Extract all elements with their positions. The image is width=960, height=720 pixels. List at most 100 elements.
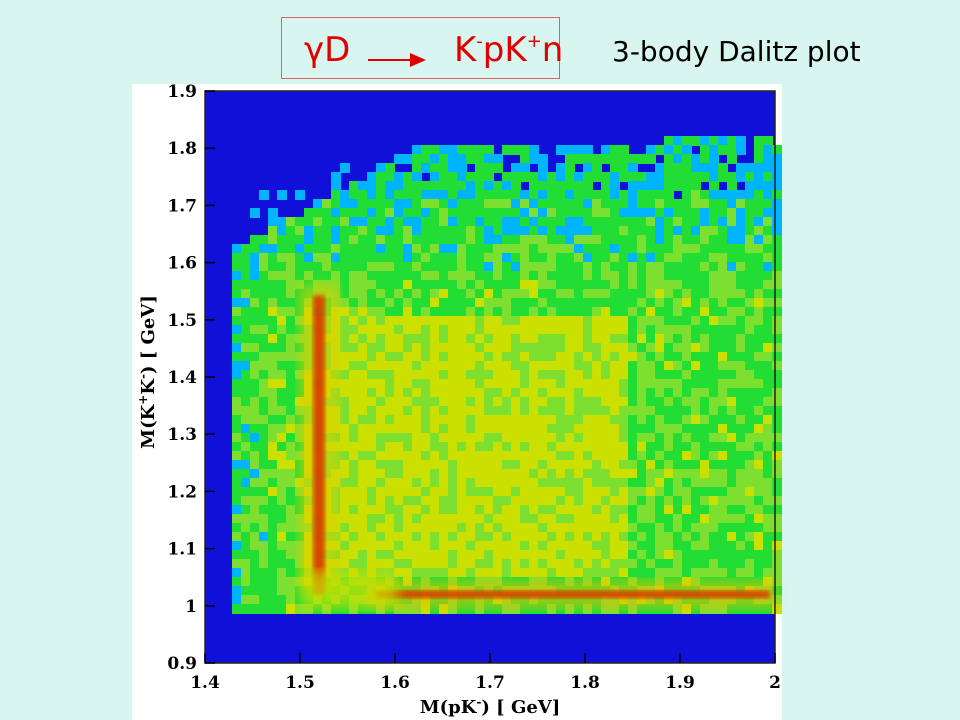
heatmap-cell — [466, 478, 476, 488]
heatmap-cell — [250, 469, 260, 479]
heatmap-cell — [448, 289, 458, 299]
heatmap-cell — [502, 352, 512, 362]
heatmap-cell — [709, 388, 719, 398]
heatmap-cell — [394, 244, 404, 254]
heatmap-cell — [700, 163, 710, 173]
heatmap-cell — [277, 532, 287, 542]
heatmap-cell — [556, 325, 566, 335]
heatmap-cell — [448, 604, 458, 614]
heatmap-cell — [340, 316, 350, 326]
heatmap-cell — [547, 325, 557, 335]
heatmap-cell — [601, 298, 611, 308]
heatmap-cell — [466, 460, 476, 470]
heatmap-cell — [367, 532, 377, 542]
heatmap-cell — [637, 271, 647, 281]
heatmap-cell — [655, 208, 665, 218]
heatmap-cell — [529, 397, 539, 407]
heatmap-cell — [736, 487, 746, 497]
heatmap-cell — [529, 271, 539, 281]
heatmap-cell — [430, 271, 440, 281]
heatmap-cell — [475, 325, 485, 335]
heatmap-cell — [610, 172, 620, 182]
heatmap-cell — [745, 433, 755, 443]
heatmap-cell — [394, 217, 404, 227]
heatmap-cell — [502, 568, 512, 578]
heatmap-cell — [448, 460, 458, 470]
heatmap-cell — [403, 352, 413, 362]
heatmap-cell — [538, 370, 548, 380]
heatmap-cell — [682, 532, 692, 542]
heatmap-cell — [259, 559, 269, 569]
heatmap-cell — [637, 460, 647, 470]
heatmap-cell — [664, 604, 674, 614]
heatmap-cell — [385, 244, 395, 254]
heatmap-cell — [367, 208, 377, 218]
heatmap-cell — [250, 289, 260, 299]
heatmap-cell — [322, 244, 332, 254]
heatmap-cell — [610, 433, 620, 443]
heatmap-cell — [349, 604, 359, 614]
band-corner — [302, 571, 397, 609]
heatmap-cell — [484, 343, 494, 353]
heatmap-cell — [628, 271, 638, 281]
y-axis-label-mid: K — [138, 378, 159, 395]
heatmap-cell — [574, 190, 584, 200]
heatmap-cell — [430, 154, 440, 164]
heatmap-cell — [529, 181, 539, 191]
heatmap-cell — [628, 451, 638, 461]
heatmap-cell — [664, 379, 674, 389]
heatmap-cell — [511, 334, 521, 344]
heatmap-cell — [646, 604, 656, 614]
heatmap-cell — [736, 190, 746, 200]
heatmap-cell — [358, 289, 368, 299]
heatmap-cell — [538, 442, 548, 452]
heatmap-cell — [511, 550, 521, 560]
heatmap-cell — [286, 361, 296, 371]
heatmap-cell — [619, 604, 629, 614]
heatmap-cell — [592, 550, 602, 560]
heatmap-cell — [448, 181, 458, 191]
heatmap-cell — [637, 244, 647, 254]
heatmap-cell — [754, 424, 764, 434]
heatmap-cell — [340, 370, 350, 380]
heatmap-cell — [331, 253, 341, 263]
heatmap-cell — [691, 415, 701, 425]
heatmap-cell — [574, 307, 584, 317]
heatmap-cell — [709, 505, 719, 515]
heatmap-cell — [232, 397, 242, 407]
heatmap-cell — [664, 550, 674, 560]
heatmap-cell — [250, 280, 260, 290]
heatmap-cell — [358, 469, 368, 479]
heatmap-cell — [619, 163, 629, 173]
heatmap-cell — [295, 262, 305, 272]
heatmap-cell — [421, 352, 431, 362]
heatmap-cell — [268, 217, 278, 227]
heatmap-cell — [619, 289, 629, 299]
heatmap-cell — [610, 190, 620, 200]
heatmap-cell — [763, 433, 773, 443]
heatmap-cell — [277, 568, 287, 578]
heatmap-cell — [439, 379, 449, 389]
heatmap-cell — [745, 379, 755, 389]
heatmap-cell — [241, 379, 251, 389]
heatmap-cell — [763, 388, 773, 398]
heatmap-cell — [475, 343, 485, 353]
heatmap-cell — [646, 568, 656, 578]
heatmap-cell — [484, 298, 494, 308]
heatmap-cell — [394, 208, 404, 218]
heatmap-cell — [403, 235, 413, 245]
heatmap-cell — [412, 280, 422, 290]
heatmap-cell — [718, 496, 728, 506]
heatmap-cell — [736, 541, 746, 551]
heatmap-cell — [700, 361, 710, 371]
heatmap-cell — [448, 217, 458, 227]
heatmap-cell — [511, 604, 521, 614]
heatmap-cell — [349, 514, 359, 524]
heatmap-cell — [277, 316, 287, 326]
heatmap-cell — [637, 442, 647, 452]
heatmap-cell — [232, 514, 242, 524]
heatmap-cell — [691, 406, 701, 416]
heatmap-cell — [520, 298, 530, 308]
heatmap-cell — [457, 208, 467, 218]
heatmap-cell — [484, 172, 494, 182]
